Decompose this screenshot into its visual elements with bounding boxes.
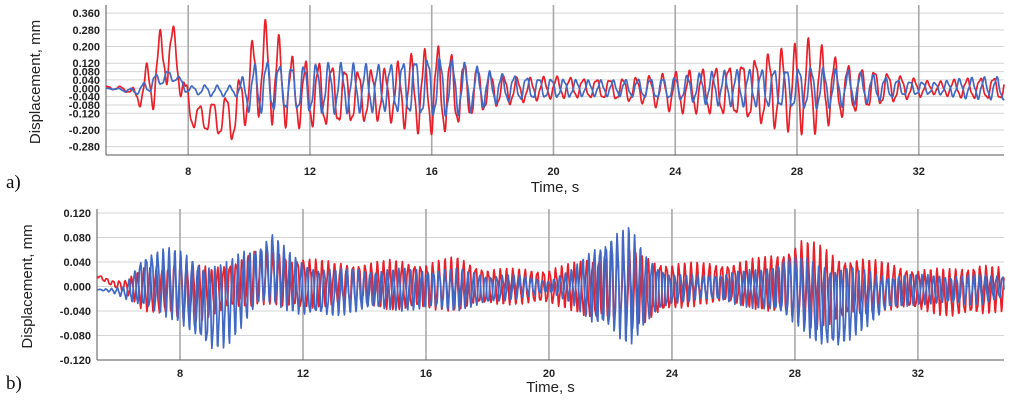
y-tick-label: 0.120 [63,208,91,220]
panel-label-b: b) [6,373,22,394]
y-tick-label: -0.280 [69,142,100,154]
y-tick-label: -0.040 [60,306,91,318]
series-blue-line [105,57,1005,118]
panel-label-a: a) [6,172,21,193]
y-tick-label: -0.040 [69,92,100,104]
y-tick-label: 0.280 [72,25,100,37]
y-tick-label: -0.080 [60,331,91,343]
y-tick-label: 0.360 [72,8,100,20]
displacement-chart-a: 0.360 0.280 0.200 0.1200.0800.0400.000-0.04… [27,5,1005,196]
series-blue-line [96,226,1005,350]
y-tick-label: 0.040 [72,75,100,87]
y-tick-label: 0.000 [63,282,91,294]
x-tick-label: 24 [666,368,679,380]
x-tick-label: 16 [426,166,438,178]
y-axis-title: Displacement, mm [27,20,44,144]
y-axis-title: Displacement, mm [19,224,36,348]
x-tick-label: 20 [543,368,555,380]
y-tick-label: 0.080 [72,67,100,79]
x-axis-title: Time, s [526,379,575,396]
x-tick-label: 12 [297,368,309,380]
x-tick-label: 20 [547,166,559,178]
x-tick-label: 24 [669,166,682,178]
y-tick-label: -0.120 [60,355,91,367]
x-tick-label: 8 [177,368,183,380]
y-tick-label: 0.040 [63,257,91,269]
y-tick-label: -0.200 [69,125,100,137]
series-red-line [96,240,1005,331]
x-tick-label: 28 [789,368,801,380]
x-axis-title: Time, s [531,179,580,196]
y-tick-label: 0.200 [72,42,100,54]
y-tick-label: -0.120 [69,108,100,120]
x-tick-label: 12 [304,166,316,178]
y-tick-label: 0.080 [63,233,91,245]
x-tick-label: 32 [913,166,925,178]
x-tick-label: 28 [791,166,803,178]
y-tick-label: -0.080 [69,100,100,112]
y-tick-label: 0.120 [72,58,100,70]
x-tick-label: 8 [185,166,191,178]
x-tick-label: 16 [420,368,432,380]
displacement-chart-b: 0.120 0.080 0.040 0.000 -0.040 -0.080 -0.120 8 1… [19,208,1005,396]
x-tick-label: 32 [912,368,924,380]
y-tick-label: 0.000 [72,83,100,95]
